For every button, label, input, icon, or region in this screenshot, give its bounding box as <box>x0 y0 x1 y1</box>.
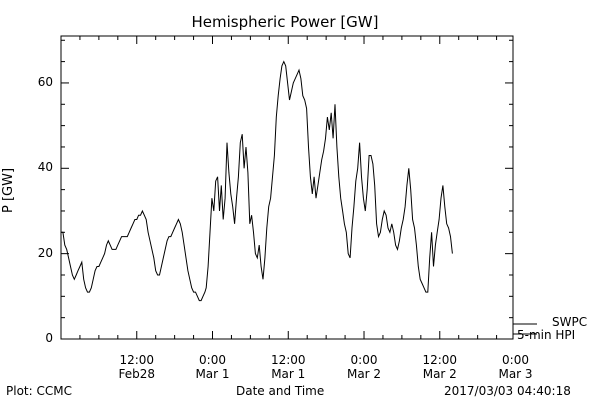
legend-hpi-label: 5-min HPI <box>517 328 576 342</box>
x-tick-label-time: 0:00 <box>199 353 226 367</box>
x-tick-label-time: 12:00 <box>119 353 155 367</box>
x-tick-label-date: Feb28 <box>118 367 155 381</box>
chart-title: Hemispheric Power [GW] <box>191 13 379 31</box>
y-tick-label: 0 <box>45 331 53 345</box>
x-tick-label-time: 12:00 <box>422 353 458 367</box>
y-tick-label: 20 <box>37 245 53 260</box>
x-axis-ticks <box>79 36 498 339</box>
x-axis-title: Date and Time <box>236 384 325 398</box>
x-tick-label-time: 0:00 <box>502 353 529 367</box>
x-tick-label-date: Mar 1 <box>195 367 230 381</box>
x-tick-label-date: Mar 2 <box>422 367 457 381</box>
x-tick-label-date: Mar 2 <box>346 367 382 381</box>
x-tick-label-time: 0:00 <box>350 353 378 367</box>
y-tick-label: 60 <box>37 74 53 89</box>
x-tick-label-time: 12:00 <box>270 353 306 367</box>
y-tick-label: 40 <box>37 160 53 175</box>
plot-timestamp: 2017/03/03 04:40:18 <box>444 384 571 398</box>
plot-source-label: Plot: CCMC <box>6 384 72 398</box>
plot-frame <box>60 35 514 340</box>
series-line-5-min-hpi <box>61 60 453 302</box>
x-tick-label-date: Mar 1 <box>271 367 306 381</box>
legend-swpc-label: SWPC <box>552 315 588 329</box>
x-tick-label-date: Mar 3 <box>498 367 533 381</box>
y-axis-label: P [GW] <box>1 167 17 214</box>
y-axis-ticks <box>61 39 513 340</box>
